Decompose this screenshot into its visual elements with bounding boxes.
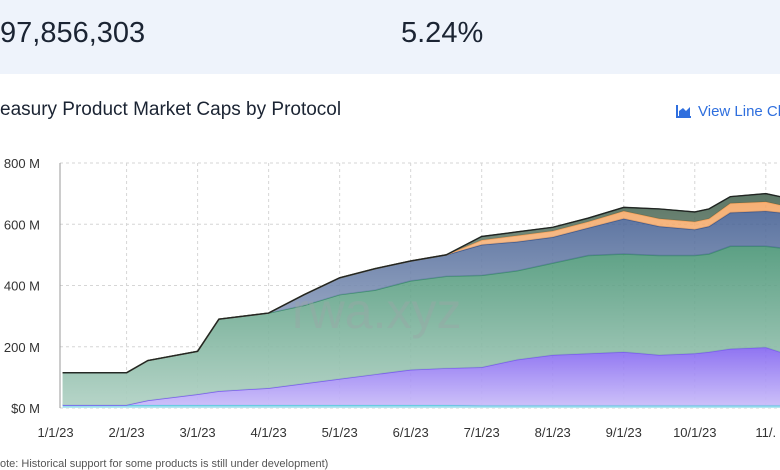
- total-value: 97,856,303: [0, 17, 146, 49]
- x-tick-label: 5/1/23: [322, 425, 358, 440]
- y-tick-label: $0 M: [11, 401, 40, 416]
- y-tick-label: 400 M: [4, 279, 40, 294]
- y-tick-label: 600 M: [4, 217, 40, 232]
- total-edge: [62, 193, 780, 374]
- x-tick-label: 11/.: [755, 425, 776, 440]
- view-line-chart[interactable]: View Line Ch: [676, 102, 780, 120]
- area-shade: [62, 246, 780, 405]
- x-tick-label: 7/1/23: [464, 425, 500, 440]
- x-tick-label: 1/1/23: [37, 425, 73, 440]
- avg-yield: 5.24%: [401, 17, 484, 49]
- link-text[interactable]: View Line Ch: [698, 103, 780, 120]
- x-tick-label: 9/1/23: [606, 425, 642, 440]
- chart-icon: [676, 105, 691, 118]
- x-tick-label: 6/1/23: [393, 425, 429, 440]
- y-tick-label: 200 M: [4, 340, 40, 355]
- area-shade: [62, 347, 780, 406]
- x-tick-label: 8/1/23: [535, 425, 571, 440]
- x-tick-label: 10/1/23: [673, 425, 716, 440]
- area-shade: [62, 211, 780, 373]
- x-tick-label: 4/1/23: [251, 425, 287, 440]
- watermark: rwa.xyz: [292, 283, 461, 339]
- y-tick-label: 800 M: [4, 156, 40, 171]
- chart-title: easury Product Market Caps by Protocol: [0, 99, 342, 120]
- summary-band: 97,856,303 5.24%: [0, 0, 780, 74]
- x-tick-label: 3/1/23: [180, 425, 216, 440]
- note: ote: Historical support for some product…: [0, 458, 328, 470]
- area-shade: [62, 193, 780, 373]
- x-tick-label: 2/1/23: [108, 425, 144, 440]
